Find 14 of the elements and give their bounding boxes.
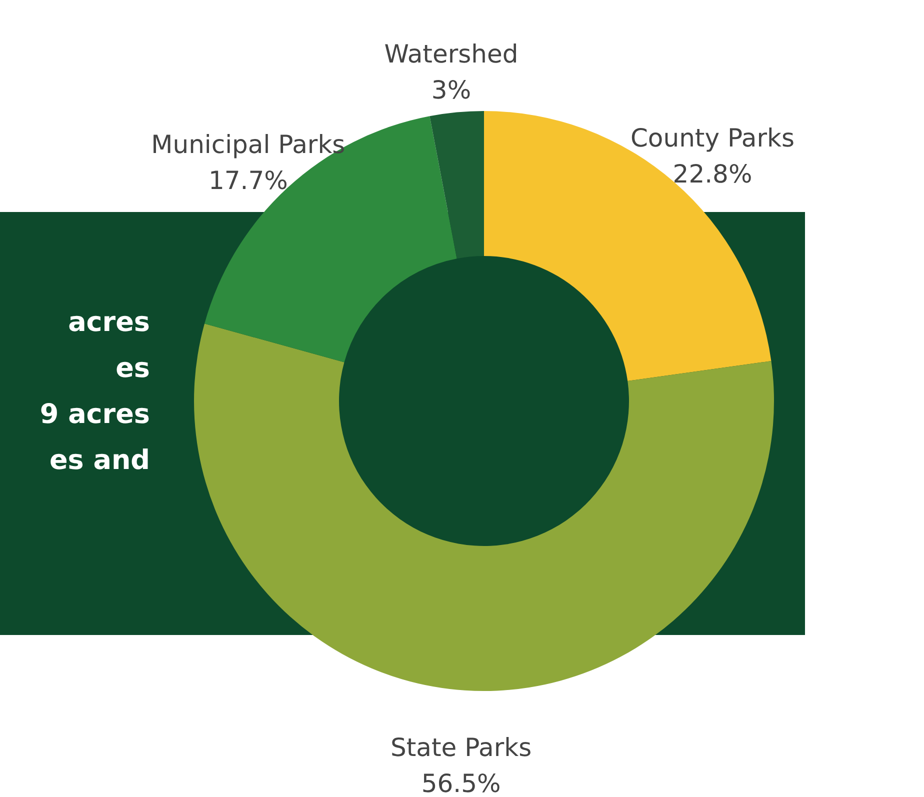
text: es and xyxy=(48,444,150,478)
slice-label: Municipal Parks xyxy=(151,130,346,160)
slice-label: Watershed xyxy=(384,40,518,69)
donut-slice xyxy=(194,324,774,690)
donut-slice xyxy=(430,111,484,259)
data-label: 22.8% xyxy=(672,160,752,189)
slice-label: County Parks xyxy=(630,124,795,153)
text: acres xyxy=(67,306,150,340)
slice-label: State Parks xyxy=(390,733,532,762)
data-label: 3% xyxy=(431,76,472,105)
text: es xyxy=(114,352,150,386)
data-label: 56.5% xyxy=(421,769,501,797)
data-label: 17.7% xyxy=(208,166,288,196)
text: 9 acres xyxy=(38,398,150,432)
